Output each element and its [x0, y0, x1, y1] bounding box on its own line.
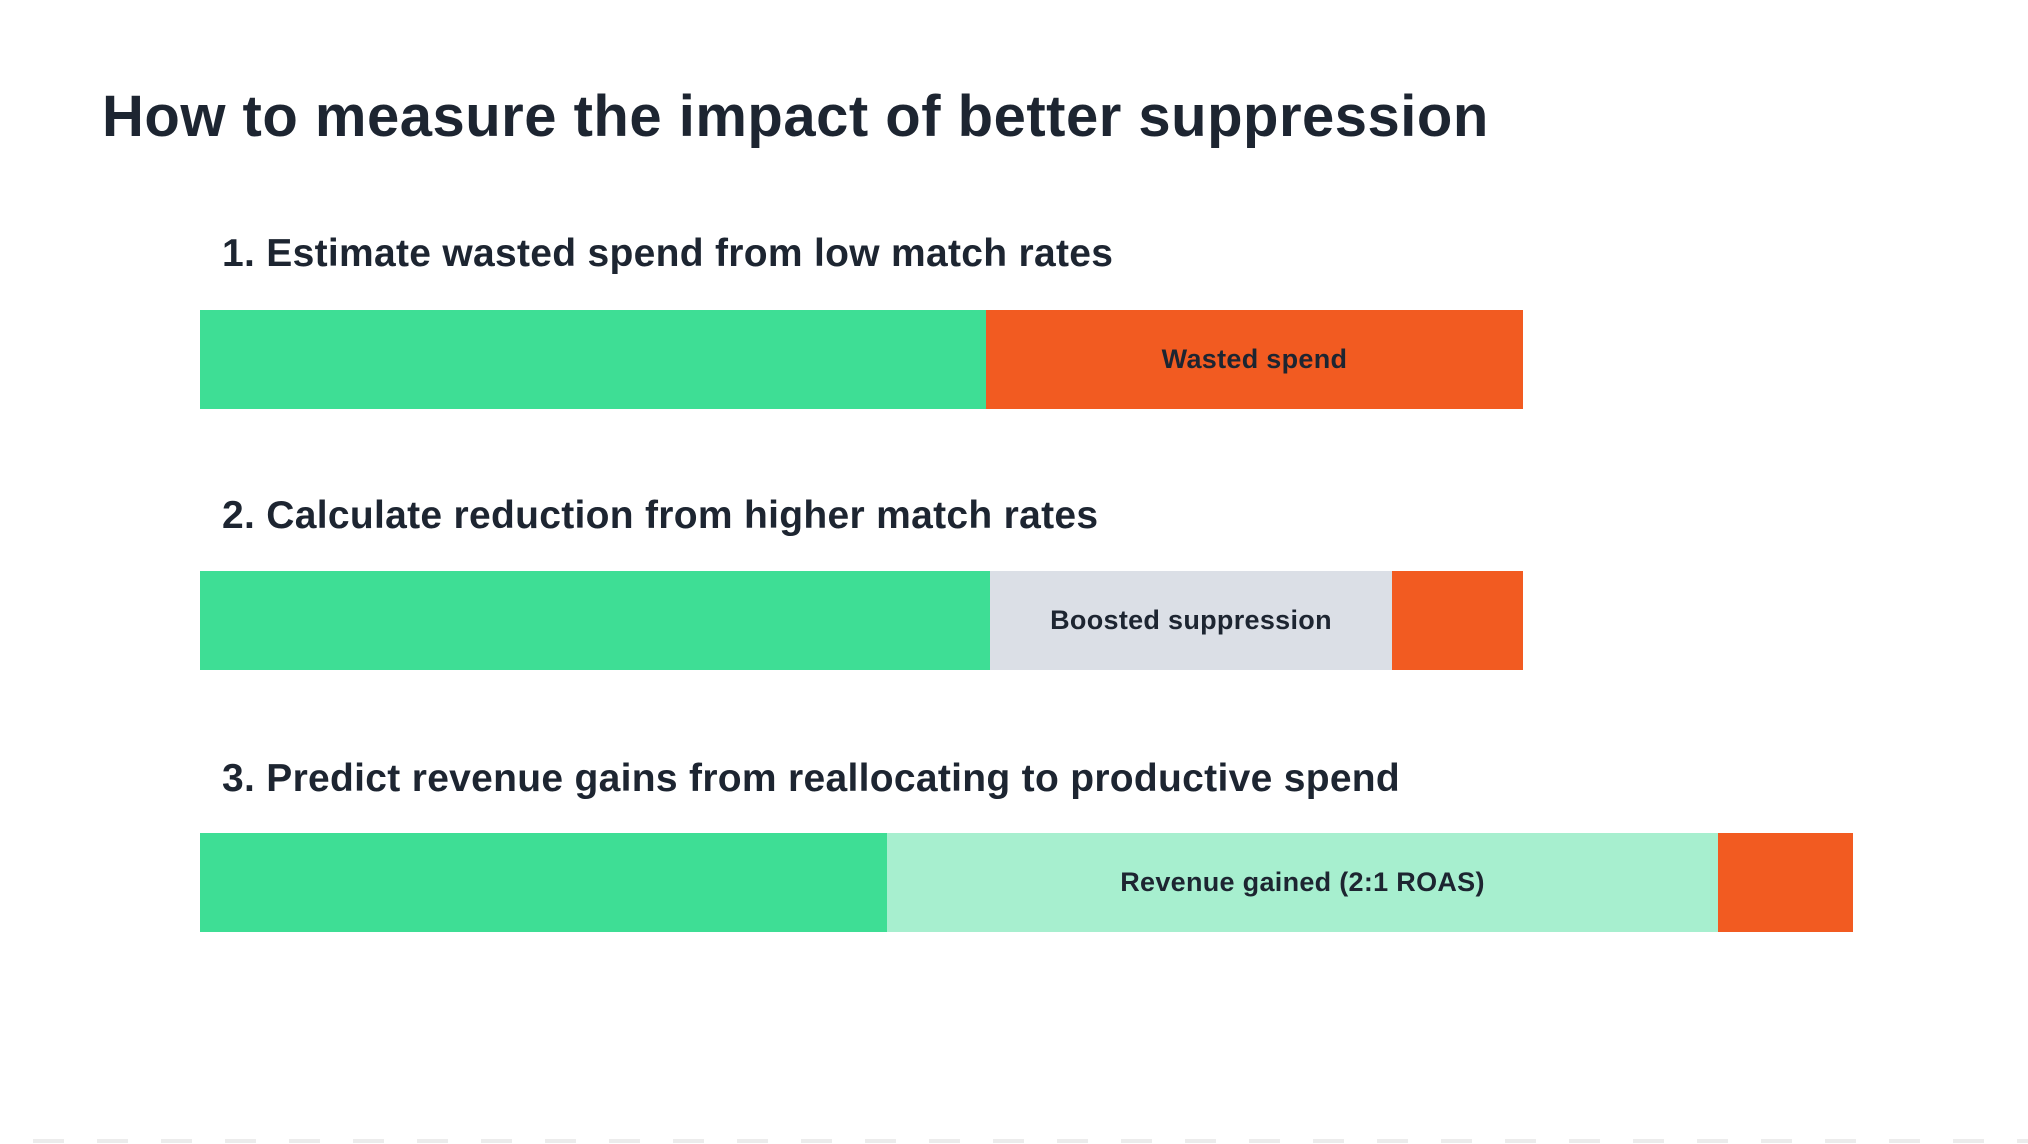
step-3-matched-spend-segment — [200, 833, 887, 932]
page-title: How to measure the impact of better supp… — [102, 84, 1489, 149]
step-1-matched-spend-segment — [200, 310, 986, 409]
step-1-wasted-spend-segment: Wasted spend — [986, 310, 1523, 409]
step-2-heading: 2. Calculate reduction from higher match… — [222, 494, 1099, 537]
wasted-spend-label: Wasted spend — [1161, 344, 1348, 374]
step-3-bar: Revenue gained (2:1 ROAS) — [200, 833, 1853, 932]
revenue-gained-label: Revenue gained (2:1 ROAS) — [1120, 867, 1485, 897]
step-1-bar: Wasted spend — [200, 310, 1523, 409]
step-3-revenue-gained-segment: Revenue gained (2:1 ROAS) — [887, 833, 1718, 932]
step-2-remaining-waste-segment — [1392, 571, 1523, 670]
step-2-boosted-suppression-segment: Boosted suppression — [990, 571, 1392, 670]
step-3-heading: 3. Predict revenue gains from reallocati… — [222, 757, 1401, 800]
step-1-heading: 1. Estimate wasted spend from low match … — [222, 232, 1114, 275]
bottom-dashed-divider — [33, 1139, 2028, 1143]
step-3-remaining-waste-segment — [1718, 833, 1853, 932]
boosted-suppression-label: Boosted suppression — [1050, 605, 1332, 635]
step-2-matched-spend-segment — [200, 571, 990, 670]
step-2-bar: Boosted suppression — [200, 571, 1523, 670]
